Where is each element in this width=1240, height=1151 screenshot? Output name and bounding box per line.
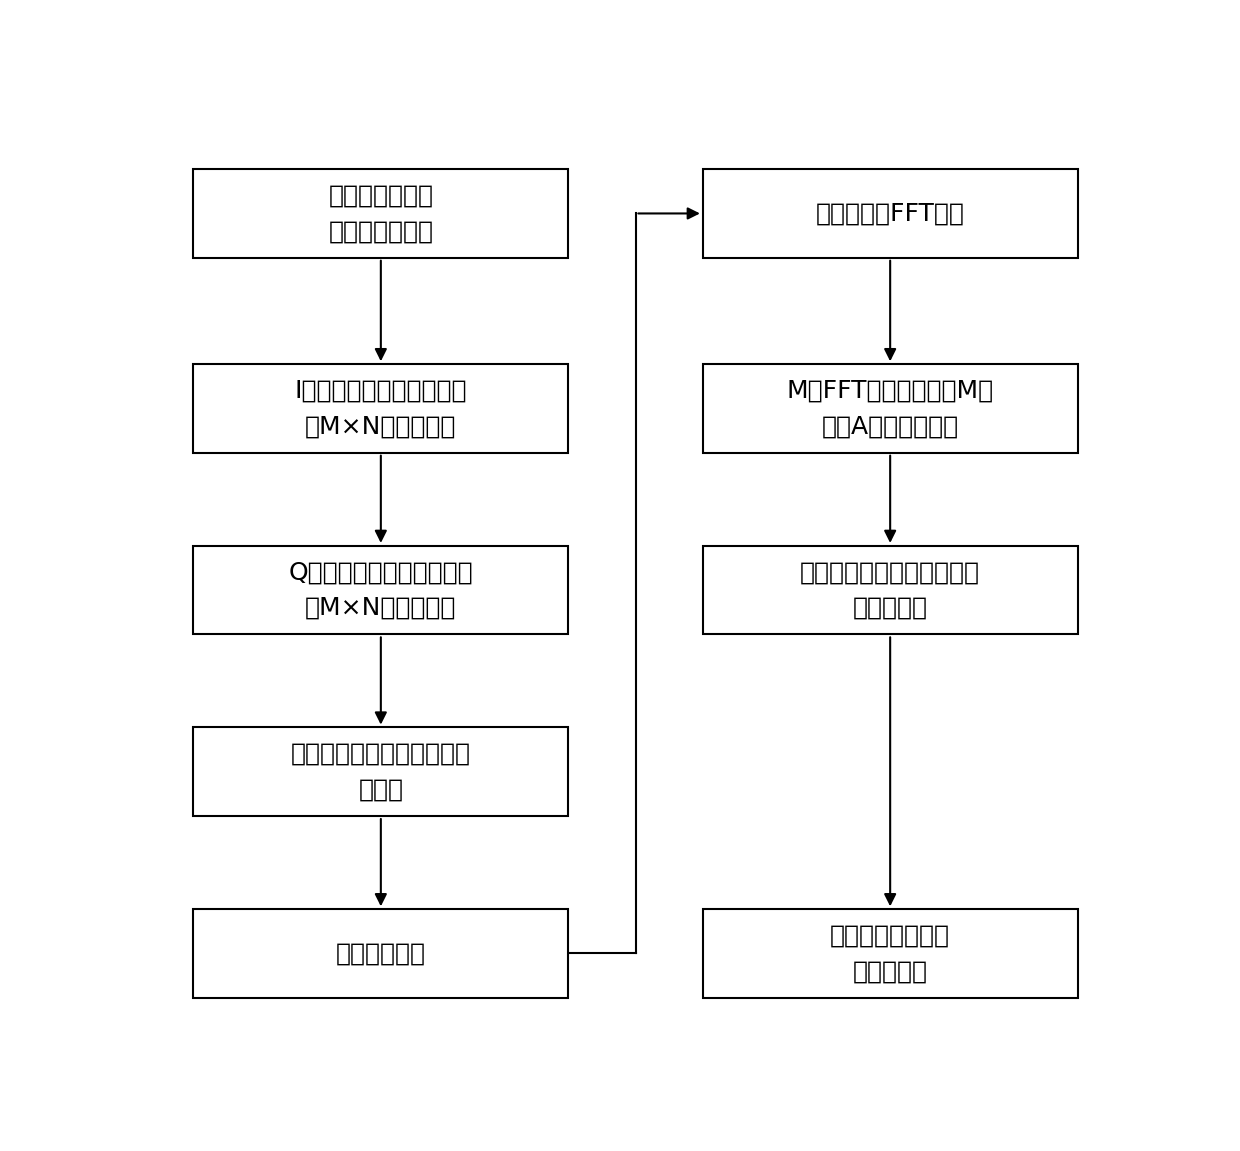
Text: Q支路数据流与本地扩频码
做M×N次相关运算: Q支路数据流与本地扩频码 做M×N次相关运算 — [289, 561, 474, 620]
Text: 计算捕获扩频信号
的判决函数: 计算捕获扩频信号 的判决函数 — [830, 924, 950, 983]
Text: 复相关值分组: 复相关值分组 — [336, 942, 425, 966]
Text: 截取基带信号和
本地扩频码信号: 截取基带信号和 本地扩频码信号 — [329, 184, 433, 243]
Bar — [703, 364, 1078, 452]
Bar — [193, 909, 568, 998]
Bar — [193, 546, 568, 634]
Bar — [703, 169, 1078, 258]
Text: 两个支路相关值配对形成复
相关值: 两个支路相关值配对形成复 相关值 — [291, 742, 471, 801]
Bar — [193, 727, 568, 816]
Text: I支路数据流与本地扩频码
做M×N次相关运算: I支路数据流与本地扩频码 做M×N次相关运算 — [295, 379, 467, 439]
Bar — [193, 364, 568, 452]
Bar — [703, 909, 1078, 998]
Bar — [703, 546, 1078, 634]
Bar — [193, 169, 568, 258]
Text: 计算经包络检波和包络积累
的运算结果: 计算经包络检波和包络积累 的运算结果 — [800, 561, 980, 620]
Text: 每个分组做FFT运算: 每个分组做FFT运算 — [816, 201, 965, 226]
Text: M组FFT运算结果根据M的
因子A进行分组合并: M组FFT运算结果根据M的 因子A进行分组合并 — [786, 379, 993, 439]
